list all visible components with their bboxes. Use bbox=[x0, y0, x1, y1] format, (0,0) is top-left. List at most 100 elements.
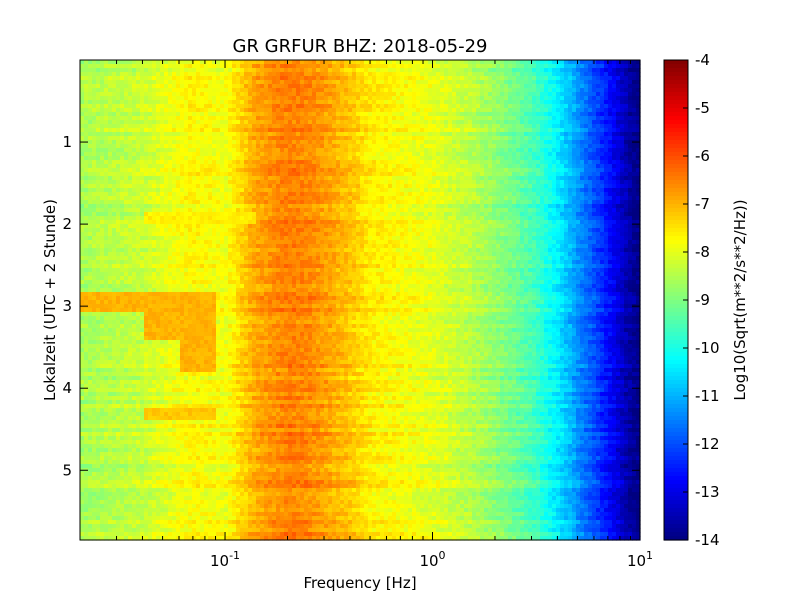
heatmap-cell bbox=[160, 88, 165, 93]
heatmap-cell bbox=[304, 76, 309, 81]
heatmap-cell bbox=[384, 168, 389, 173]
heatmap-cell bbox=[408, 156, 413, 161]
heatmap-cell bbox=[348, 92, 353, 97]
heatmap-cell bbox=[416, 84, 421, 89]
heatmap-cell bbox=[608, 60, 613, 65]
heatmap-cell bbox=[400, 88, 405, 93]
heatmap-cell bbox=[520, 84, 525, 89]
heatmap-cell bbox=[504, 72, 509, 77]
heatmap-cell bbox=[548, 196, 553, 201]
heatmap-cell bbox=[460, 200, 465, 205]
heatmap-cell bbox=[272, 84, 277, 89]
heatmap-cell bbox=[632, 164, 637, 169]
heatmap-cell bbox=[212, 144, 217, 149]
heatmap-cell bbox=[516, 96, 521, 101]
heatmap-cell bbox=[248, 148, 253, 153]
heatmap-cell bbox=[120, 100, 125, 105]
heatmap-cell bbox=[428, 92, 433, 97]
heatmap-cell bbox=[340, 68, 345, 73]
heatmap-cell bbox=[328, 60, 333, 65]
heatmap-cell bbox=[368, 200, 373, 205]
heatmap-cell bbox=[196, 64, 201, 69]
heatmap-cell bbox=[300, 140, 305, 145]
heatmap-cell bbox=[532, 184, 537, 189]
heatmap-cell bbox=[188, 68, 193, 73]
heatmap-cell bbox=[456, 148, 461, 153]
heatmap-cell bbox=[128, 200, 133, 205]
heatmap-cell bbox=[244, 160, 249, 165]
heatmap-cell bbox=[580, 124, 585, 129]
heatmap-cell bbox=[564, 128, 569, 133]
heatmap-cell bbox=[352, 136, 357, 141]
heatmap-cell bbox=[148, 144, 153, 149]
heatmap-cell bbox=[240, 176, 245, 181]
heatmap-cell bbox=[548, 172, 553, 177]
heatmap-cell bbox=[392, 104, 397, 109]
heatmap-cell bbox=[308, 160, 313, 165]
heatmap-cell bbox=[448, 184, 453, 189]
heatmap-cell bbox=[472, 196, 477, 201]
heatmap-cell bbox=[484, 84, 489, 89]
heatmap-cell bbox=[392, 116, 397, 121]
heatmap-cell bbox=[388, 144, 393, 149]
heatmap-cell bbox=[108, 188, 113, 193]
heatmap-cell bbox=[400, 184, 405, 189]
heatmap-cell bbox=[624, 68, 629, 73]
heatmap-cell bbox=[160, 192, 165, 197]
heatmap-cell bbox=[412, 104, 417, 109]
heatmap-cell bbox=[452, 60, 457, 65]
heatmap-cell bbox=[496, 144, 501, 149]
heatmap-cell bbox=[364, 164, 369, 169]
heatmap-cell bbox=[332, 184, 337, 189]
heatmap-cell bbox=[636, 120, 641, 125]
heatmap-cell bbox=[148, 148, 153, 153]
heatmap-cell bbox=[308, 92, 313, 97]
heatmap-cell bbox=[84, 148, 89, 153]
heatmap-cell bbox=[280, 88, 285, 93]
heatmap-cell bbox=[388, 164, 393, 169]
heatmap-cell bbox=[264, 196, 269, 201]
heatmap-cell bbox=[528, 188, 533, 193]
heatmap-cell bbox=[464, 188, 469, 193]
heatmap-cell bbox=[408, 128, 413, 133]
heatmap-cell bbox=[336, 116, 341, 121]
heatmap-cell bbox=[236, 140, 241, 145]
heatmap-cell bbox=[460, 164, 465, 169]
heatmap-cell bbox=[484, 116, 489, 121]
heatmap-cell bbox=[172, 88, 177, 93]
heatmap-cell bbox=[208, 72, 213, 77]
heatmap-cell bbox=[572, 144, 577, 149]
heatmap-cell bbox=[552, 136, 557, 141]
heatmap-cell bbox=[608, 112, 613, 117]
heatmap-cell bbox=[372, 184, 377, 189]
heatmap-cell bbox=[264, 188, 269, 193]
heatmap-cell bbox=[344, 144, 349, 149]
heatmap-cell bbox=[340, 72, 345, 77]
heatmap-cell bbox=[212, 84, 217, 89]
heatmap-cell bbox=[240, 84, 245, 89]
heatmap-cell bbox=[564, 188, 569, 193]
heatmap-cell bbox=[316, 80, 321, 85]
heatmap-cell bbox=[540, 160, 545, 165]
heatmap-cell bbox=[436, 84, 441, 89]
heatmap-cell bbox=[160, 68, 165, 73]
heatmap-cell bbox=[240, 144, 245, 149]
heatmap-cell bbox=[284, 76, 289, 81]
heatmap-cell bbox=[80, 176, 85, 181]
heatmap-cell bbox=[472, 60, 477, 65]
heatmap-cell bbox=[404, 184, 409, 189]
heatmap-cell bbox=[608, 192, 613, 197]
heatmap-cell bbox=[496, 132, 501, 137]
heatmap-cell bbox=[236, 100, 241, 105]
heatmap-cell bbox=[328, 192, 333, 197]
heatmap-cell bbox=[472, 136, 477, 141]
heatmap-cell bbox=[84, 104, 89, 109]
heatmap-cell bbox=[248, 180, 253, 185]
heatmap-cell bbox=[428, 156, 433, 161]
heatmap-cell bbox=[536, 124, 541, 129]
heatmap-cell bbox=[476, 104, 481, 109]
heatmap-cell bbox=[540, 124, 545, 129]
heatmap-cell bbox=[112, 84, 117, 89]
heatmap-cell bbox=[120, 84, 125, 89]
heatmap-cell bbox=[572, 116, 577, 121]
